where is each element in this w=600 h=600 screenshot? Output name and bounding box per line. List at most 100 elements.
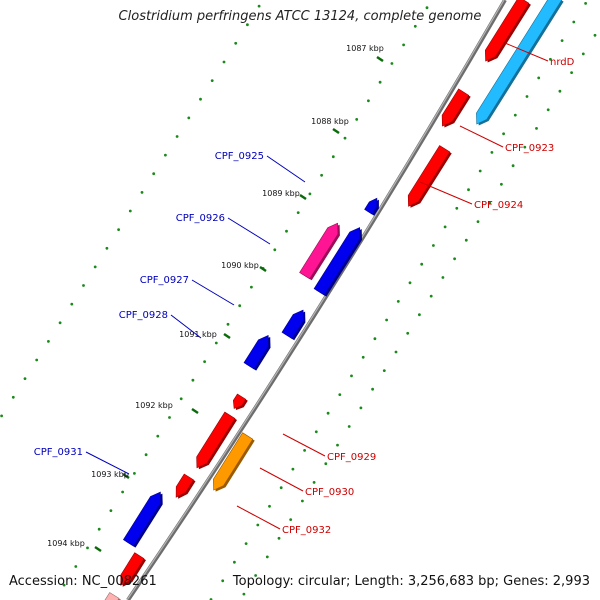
gene-cpf0931[interactable] <box>122 491 162 547</box>
gene-label-cpf_0928[interactable]: CPF_0928 <box>119 310 168 321</box>
gc-dot <box>560 39 564 42</box>
gc-dot <box>58 321 62 325</box>
gene-cpf0923[interactable] <box>441 88 470 127</box>
gene-cpf0927[interactable] <box>281 309 304 340</box>
label-leader-line <box>459 125 504 148</box>
kbp-tick-label: 1093 kbp <box>91 470 129 479</box>
gc-dot <box>303 449 306 452</box>
gc-dot <box>175 135 179 138</box>
gene-label-cpf_0930[interactable]: CPF_0930 <box>305 487 354 498</box>
accession-text: Accession: NC_008261 <box>9 574 157 589</box>
gc-dot <box>246 23 249 27</box>
gc-dot <box>164 153 167 157</box>
gc-dot <box>214 341 218 345</box>
gc-dot <box>347 425 351 428</box>
label-leader-line <box>259 467 304 492</box>
gc-dot <box>238 304 242 308</box>
gc-dot <box>285 229 288 233</box>
label-leader-line <box>170 314 202 339</box>
gc-dot <box>203 360 207 363</box>
gene-cpf0925[interactable] <box>364 197 378 215</box>
gc-dot <box>402 43 405 47</box>
gene-cpf0929[interactable] <box>196 411 236 469</box>
gc-dot <box>371 387 374 391</box>
gc-dot <box>93 265 97 269</box>
gene-cpf0928[interactable] <box>243 335 269 370</box>
gc-dot <box>244 542 248 545</box>
label-leader-line <box>191 279 235 306</box>
gene-label-cpf_0932[interactable]: CPF_0932 <box>282 525 331 536</box>
gc-dot <box>513 113 517 117</box>
gc-dot <box>467 188 470 192</box>
gene-cpf0932[interactable] <box>175 473 194 498</box>
gc-dot <box>331 155 335 159</box>
gene-label-cpf_0925[interactable]: CPF_0925 <box>215 151 264 162</box>
gc-dot <box>117 228 120 232</box>
gc-dot <box>420 262 424 266</box>
gene-label-cpf_0929[interactable]: CPF_0929 <box>327 452 376 463</box>
label-leader-line <box>85 451 130 475</box>
gc-dot <box>324 462 328 466</box>
gene-label-cpf_0931[interactable]: CPF_0931 <box>34 447 83 458</box>
gc-dot <box>359 406 363 410</box>
gc-dot <box>0 414 3 418</box>
gene-nrdD-rna[interactable] <box>476 0 563 125</box>
gc-dot <box>464 238 468 242</box>
gc-dot <box>168 416 171 419</box>
gc-dot <box>502 132 505 136</box>
gene-label-nrdd[interactable]: nrdD <box>550 57 575 68</box>
gc-dot <box>291 467 295 471</box>
kbp-tick-label: 1089 kbp <box>262 189 300 198</box>
gc-dot <box>314 430 318 434</box>
gc-dot <box>156 434 160 438</box>
gc-dot <box>343 136 347 140</box>
gc-dot <box>396 300 400 303</box>
gc-dot <box>273 248 277 252</box>
gc-dot <box>523 145 527 149</box>
kbp-tick-mark <box>332 127 340 135</box>
gc-dot <box>105 246 109 250</box>
gene-label-cpf_0923[interactable]: CPF_0923 <box>505 143 554 154</box>
kbp-tick-label: 1088 kbp <box>311 117 349 126</box>
gc-dot <box>109 509 113 512</box>
gene-label-cpf_0927[interactable]: CPF_0927 <box>140 275 189 286</box>
gene-lower-pale[interactable] <box>99 592 120 600</box>
gc-dot <box>74 565 78 568</box>
gc-dot <box>289 518 293 521</box>
kbp-tick-mark <box>376 55 384 63</box>
gc-dot <box>441 276 445 279</box>
gene-cpf0930[interactable] <box>212 432 254 491</box>
gc-dot <box>70 302 74 306</box>
kbp-tick-mark <box>259 265 267 273</box>
gc-dot <box>549 57 552 61</box>
gene-cpf0929-small[interactable] <box>232 393 247 409</box>
gc-dot <box>144 453 148 457</box>
gc-dot <box>478 169 482 173</box>
kbp-tick-mark <box>191 407 199 415</box>
gene-cpf0926-pink[interactable] <box>299 222 339 280</box>
gene-nrdD[interactable] <box>484 0 530 62</box>
gc-dot <box>82 284 85 287</box>
gc-dot <box>187 116 191 120</box>
label-leader-line <box>419 181 473 205</box>
gc-dot <box>535 126 538 130</box>
gc-dot <box>537 76 541 80</box>
gc-dot <box>128 209 132 213</box>
gc-dot <box>511 164 515 168</box>
kbp-tick-mark <box>94 545 102 553</box>
gene-label-cpf_0924[interactable]: CPF_0924 <box>474 200 523 211</box>
gc-dot <box>425 6 429 10</box>
gc-dot <box>191 378 195 382</box>
gc-dot <box>47 340 50 343</box>
label-leader-line <box>227 217 271 245</box>
topology-text: Topology: circular; Length: 3,256,683 bp… <box>232 574 590 589</box>
gene-label-cpf_0926[interactable]: CPF_0926 <box>176 213 225 224</box>
gene-lower[interactable] <box>120 552 145 586</box>
gene-cpf0924[interactable] <box>407 145 451 207</box>
gc-dot <box>226 322 230 326</box>
gene-cpf0926[interactable] <box>313 227 361 296</box>
gc-dot <box>385 318 388 322</box>
gc-dot <box>301 499 304 503</box>
gc-dot <box>140 191 144 194</box>
